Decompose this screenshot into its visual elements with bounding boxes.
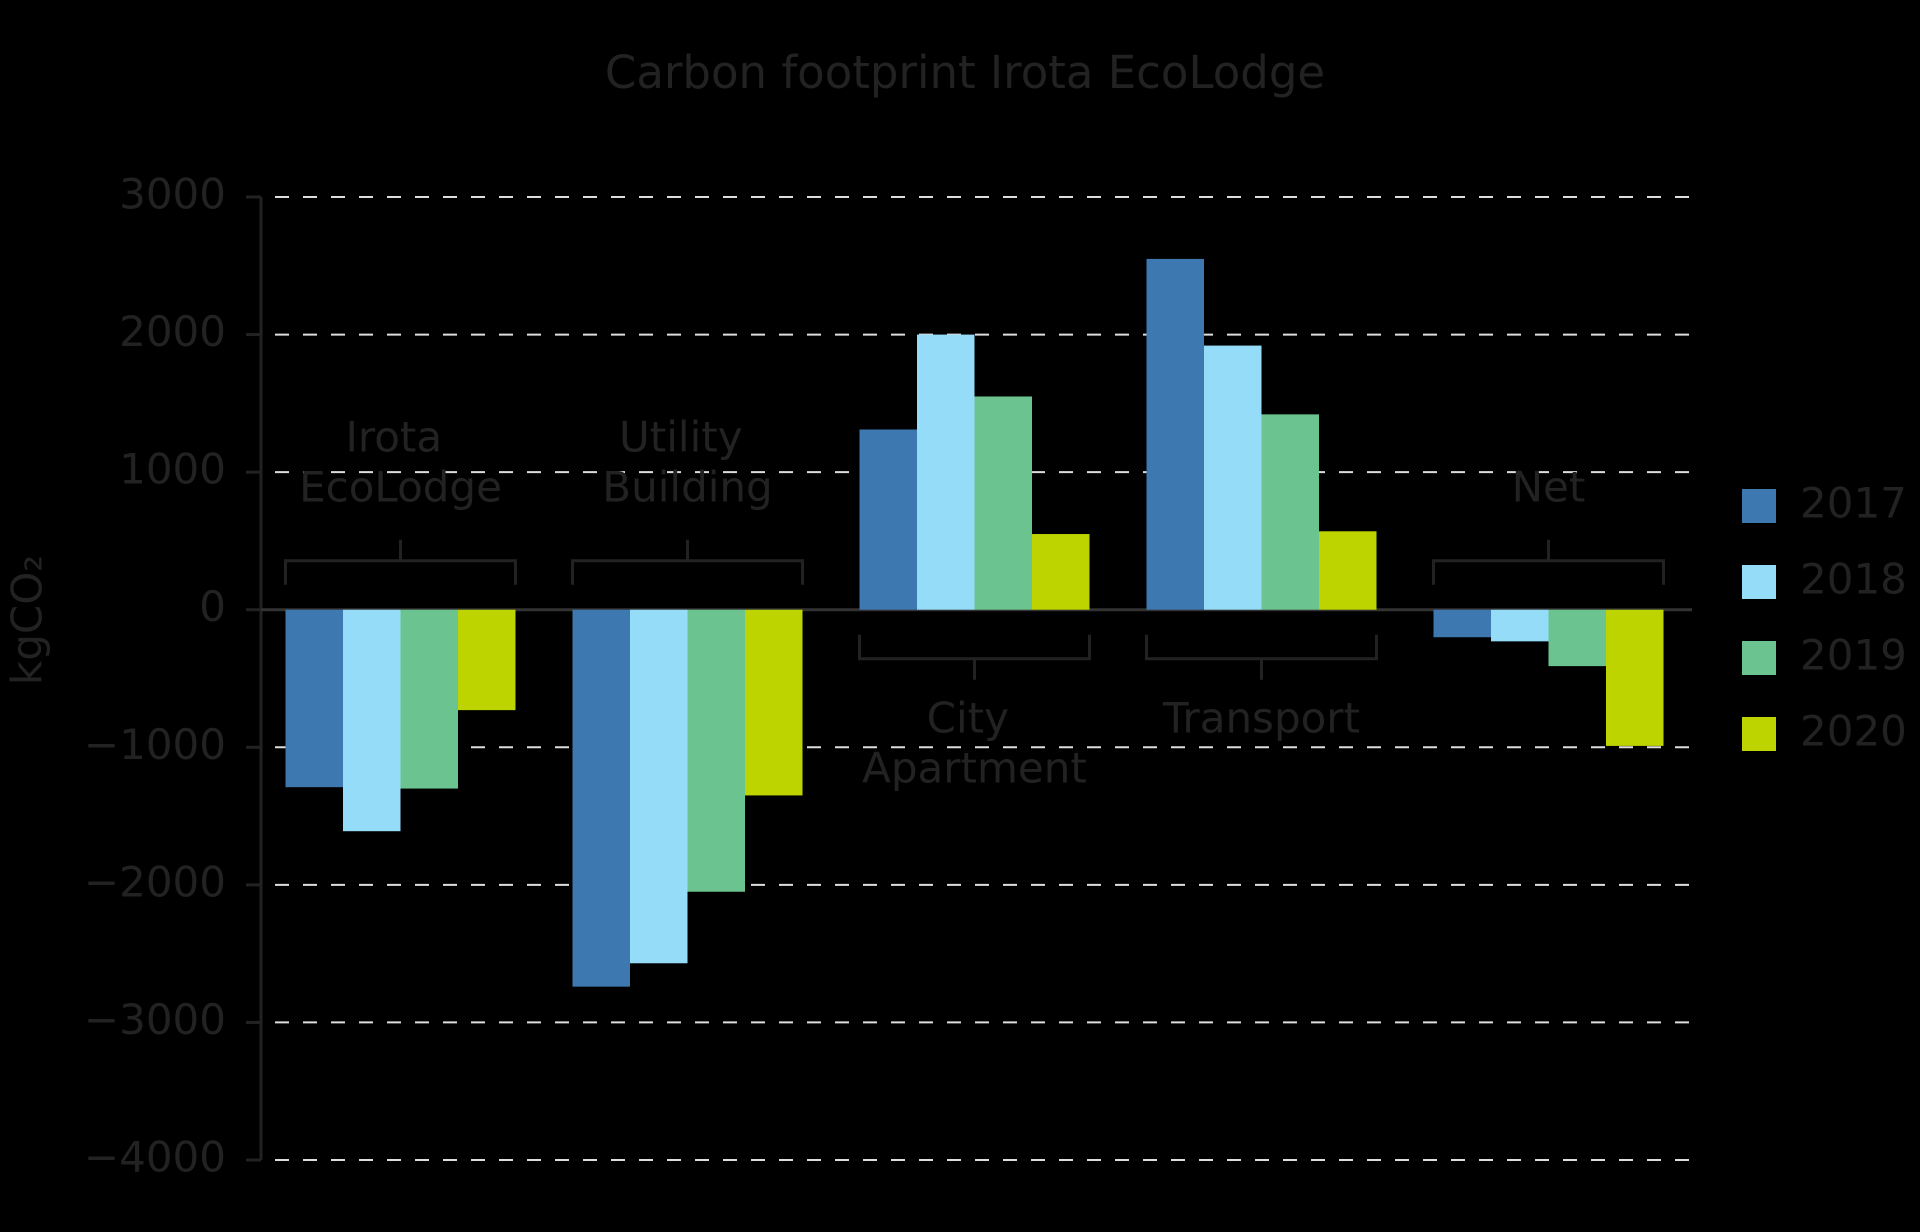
y-tick-label: −1000 [84, 720, 226, 769]
category-bracket [284, 539, 517, 585]
category-label: City Apartment [862, 693, 1087, 792]
category-label: Irota EcoLodge [299, 412, 502, 511]
legend-label: 2020 [1800, 707, 1907, 756]
bar [1319, 531, 1377, 610]
y-axis-label: kgCO₂ [3, 555, 52, 685]
chart-title: Carbon footprint Irota EcoLodge [605, 46, 1325, 99]
y-tick-label: 1000 [119, 445, 226, 494]
legend-swatch [1742, 717, 1776, 751]
bar [285, 609, 343, 788]
bar [1606, 609, 1664, 746]
bar [572, 609, 630, 987]
category-label: Net [1512, 462, 1586, 511]
bar [1204, 345, 1262, 610]
y-tick-label: 0 [199, 582, 226, 631]
bar [400, 609, 458, 789]
bar [1491, 609, 1549, 642]
category-label-line: Irota [346, 412, 456, 461]
y-tick-label: −3000 [84, 995, 226, 1044]
category-label: Utility Building [602, 412, 772, 511]
category-label-line: Apartment [862, 743, 1087, 792]
category-label-line: Transport [1162, 693, 1360, 742]
bar [1146, 258, 1204, 610]
bar [1032, 534, 1090, 610]
legend-swatch [1742, 565, 1776, 599]
bar [1548, 609, 1606, 667]
bar [745, 609, 803, 796]
legend-swatch [1742, 489, 1776, 523]
category-bracket [1145, 634, 1378, 680]
bar [630, 609, 688, 964]
category-label-line: Net [1512, 462, 1586, 511]
category-bracket [571, 539, 804, 585]
category-label-line: City [927, 693, 1023, 742]
y-tick-label: −2000 [84, 857, 226, 906]
category-label: Transport [1162, 693, 1360, 742]
y-tick-label: −4000 [84, 1133, 226, 1182]
legend-swatch [1742, 641, 1776, 675]
category-bracket [1432, 539, 1665, 585]
legend-label: 2017 [1800, 479, 1907, 528]
category-label-line: Utility [619, 412, 756, 461]
category-bracket [858, 634, 1091, 680]
y-tick-label: 3000 [119, 170, 226, 219]
bar [917, 334, 975, 610]
bar [859, 429, 917, 610]
bar [343, 609, 401, 832]
y-tick-label: 2000 [119, 307, 226, 356]
legend-label: 2019 [1800, 631, 1907, 680]
bar [974, 396, 1032, 610]
category-label-line: EcoLodge [299, 462, 502, 511]
bar [1433, 609, 1491, 638]
bar [687, 609, 745, 892]
bar [458, 609, 516, 711]
bar [1261, 414, 1319, 610]
category-label-line: Building [602, 462, 772, 511]
legend-label: 2018 [1800, 555, 1907, 604]
